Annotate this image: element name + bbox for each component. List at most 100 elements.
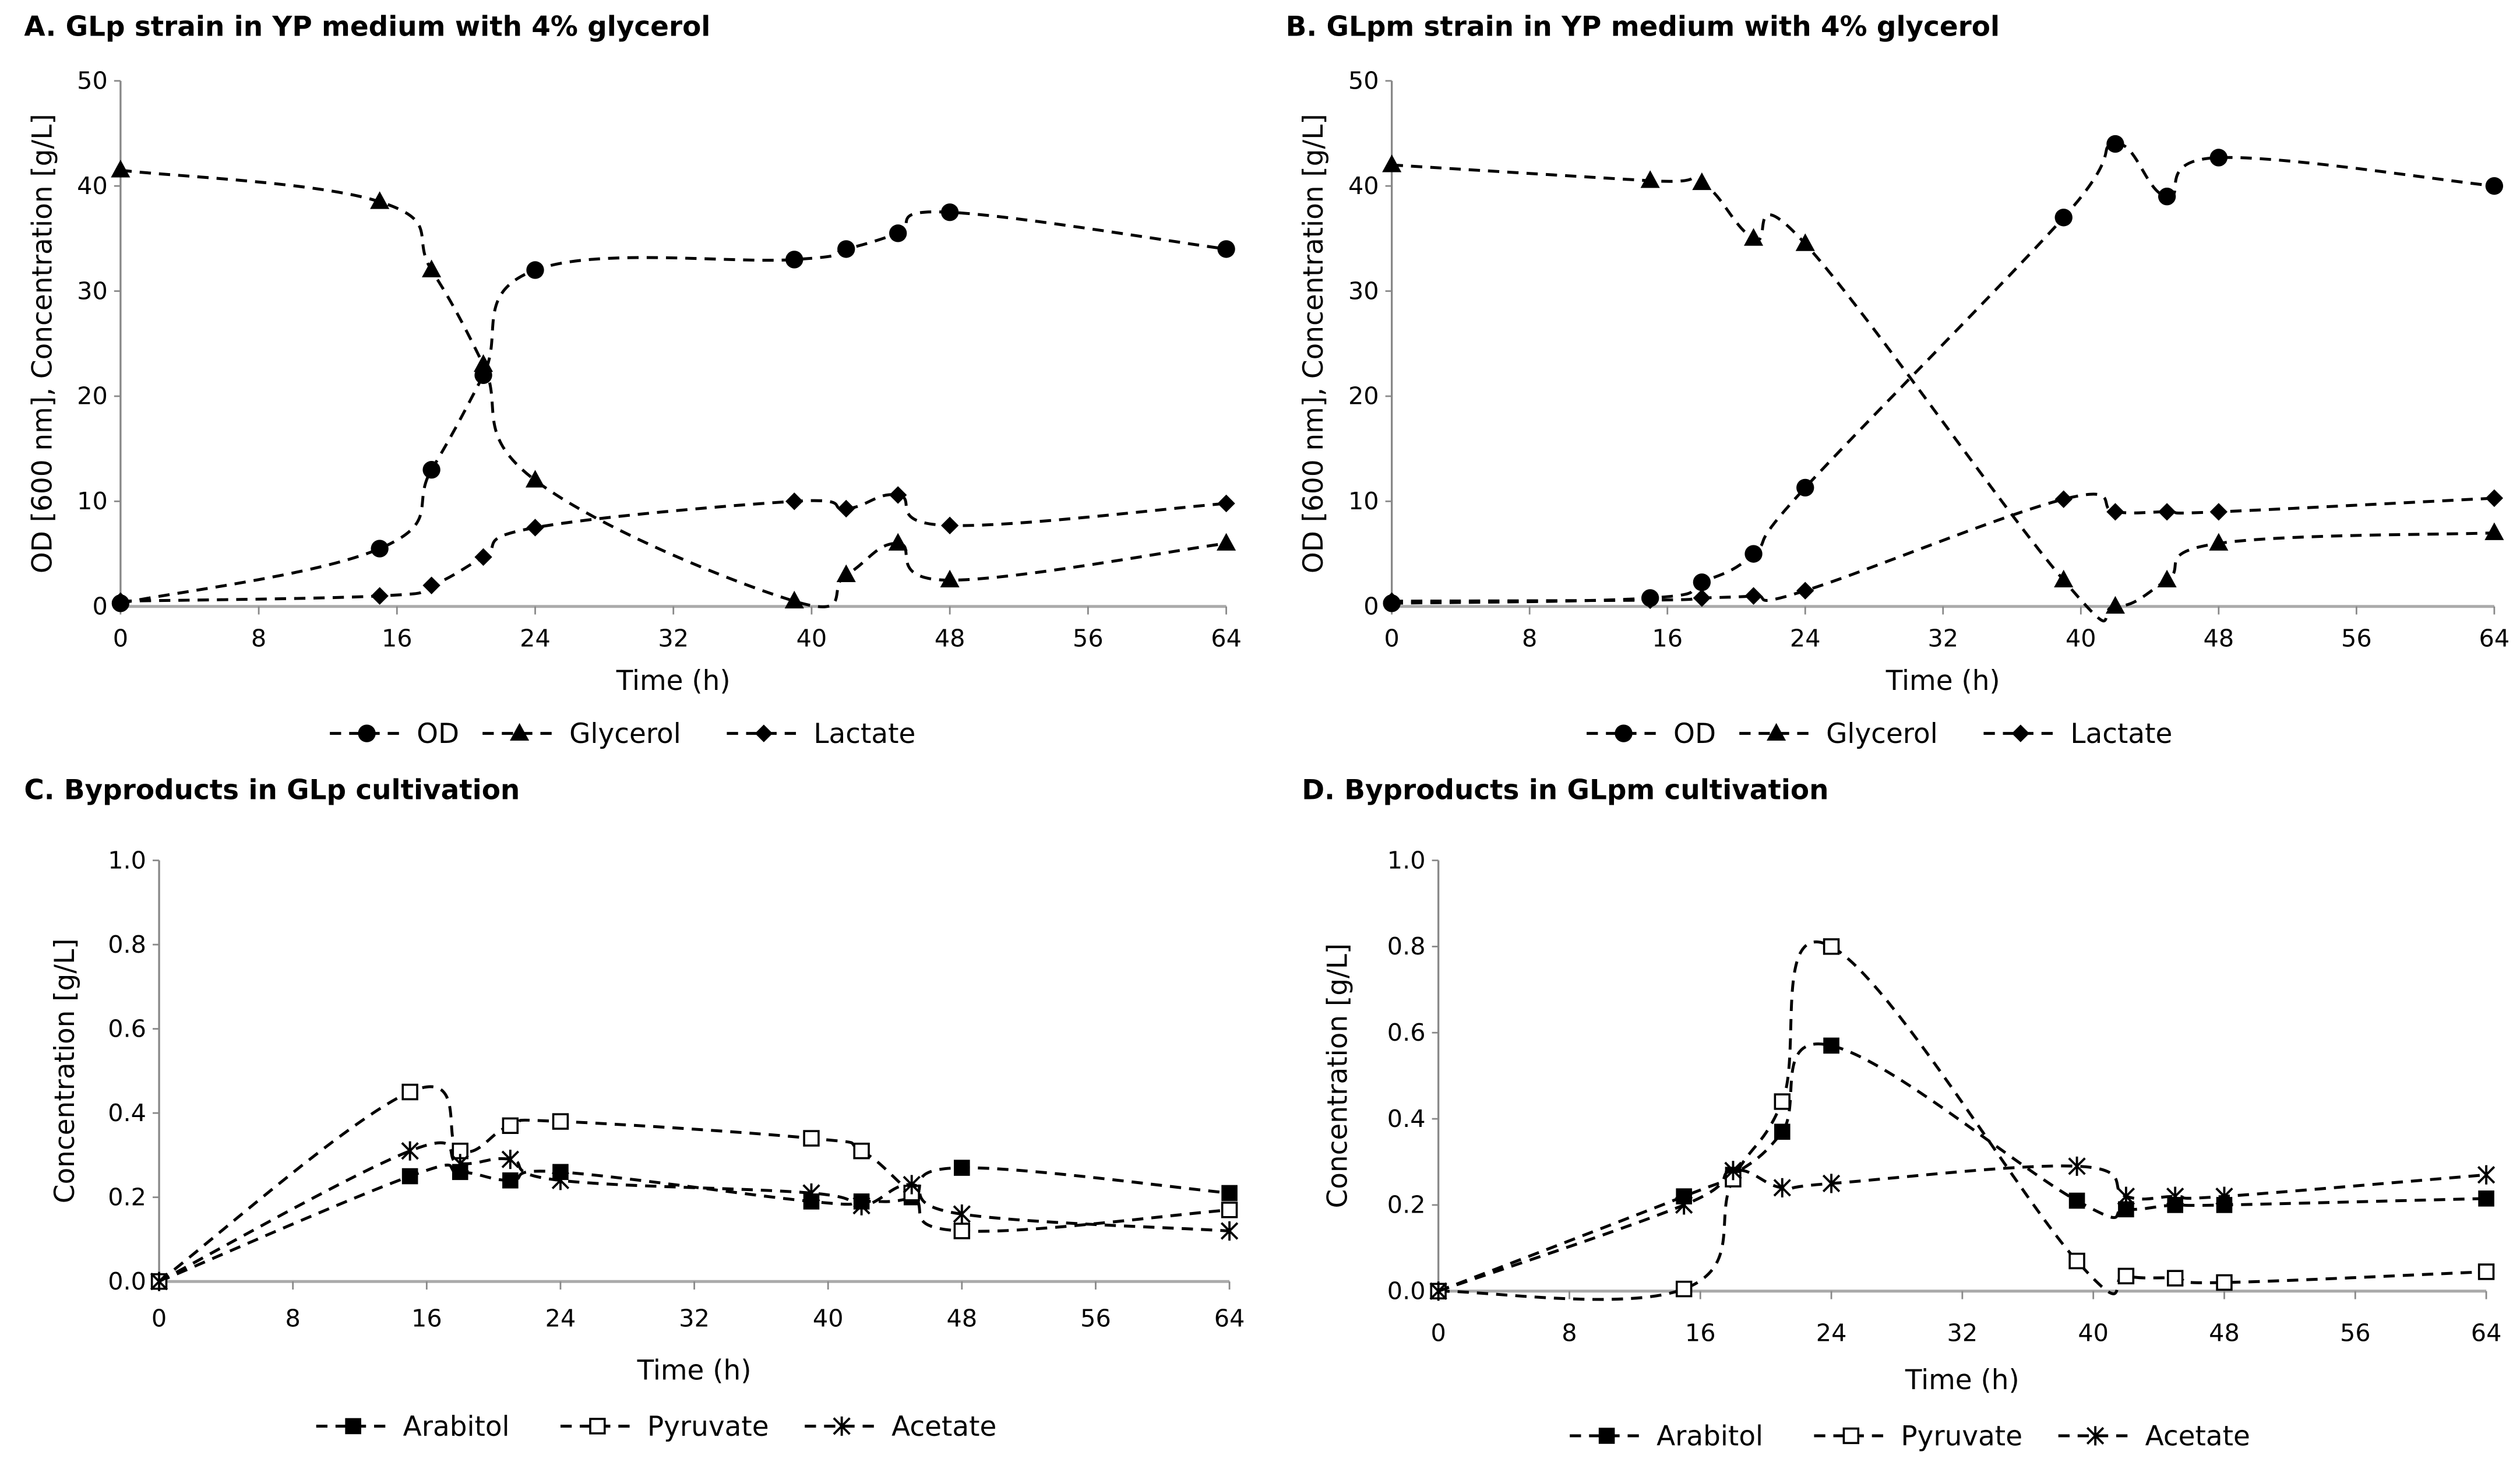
data-point [2484, 522, 2504, 540]
legend: Arabitol Pyruvate Acetate [1570, 1421, 2250, 1453]
data-point [2157, 569, 2177, 588]
data-point [1692, 172, 1712, 191]
y-axis-label: Concentration [g/L] [1321, 943, 1354, 1209]
legend-marker [358, 724, 376, 742]
data-point [422, 461, 440, 479]
data-point [111, 160, 131, 178]
series-line [1438, 940, 2487, 1301]
chart-panel-c: C. Byproducts in GLp cultivation 0.0 0.2 0.… [24, 774, 1245, 1443]
data-point [2158, 188, 2176, 206]
legend-item-lactate: Lactate [1983, 718, 2172, 750]
data-point [2209, 533, 2229, 551]
legend-label: Pyruvate [1901, 1421, 2022, 1453]
y-tick-label: 50 [77, 67, 108, 95]
x-tick-label: 64 [1211, 625, 1242, 653]
data-point [785, 492, 803, 510]
chart-panel-d: D. Byproducts in GLpm cultivation 0.0 0.2 0… [1302, 774, 2501, 1453]
data-point [940, 516, 959, 535]
x-tick-label: 16 [411, 1304, 442, 1332]
y-tick-label: 30 [1348, 277, 1379, 305]
series-line [1437, 1042, 2487, 1293]
data-point [2117, 1267, 2135, 1285]
series-line [120, 168, 1226, 608]
data-point [785, 251, 803, 269]
series-glycerol [1382, 154, 2504, 623]
data-point [371, 587, 389, 605]
chart-title: C. Byproducts in GLp cultivation [24, 774, 520, 806]
data-point [150, 1271, 168, 1291]
x-tick-label: 48 [2203, 625, 2234, 653]
data-point [1773, 1178, 1791, 1197]
chart-title: A. GLp strain in YP medium with 4% glyce… [24, 11, 710, 43]
x-tick-label: 16 [1652, 625, 1683, 653]
series-od [111, 203, 1235, 612]
data-point [903, 1175, 921, 1195]
data-point [1382, 154, 1402, 172]
data-point [2209, 149, 2228, 167]
legend-marker [1842, 1427, 1860, 1445]
x-tick-label: 16 [1685, 1319, 1716, 1347]
legend-item-arabitol: Arabitol [1570, 1421, 1763, 1453]
series-pyruvate [1430, 938, 2495, 1301]
data-point [2478, 1190, 2494, 1207]
data-point [1217, 494, 1235, 513]
y-tick-label: 0.6 [108, 1014, 146, 1042]
chart-panel-b: B. GLpm strain in YP medium with 4% glyc… [1286, 11, 2510, 751]
chart-title: D. Byproducts in GLpm cultivation [1302, 774, 1828, 806]
y-tick-label: 0.4 [108, 1099, 146, 1127]
data-point [502, 1172, 519, 1189]
data-point [2209, 503, 2228, 521]
y-axis-label: Concentration [g/L] [49, 939, 81, 1204]
legend-label: Lactate [2070, 718, 2172, 750]
x-tick-label: 16 [382, 625, 413, 653]
legend-label: Arabitol [403, 1411, 510, 1443]
legend-label: Acetate [2145, 1421, 2250, 1453]
data-point [802, 1183, 820, 1203]
data-point [422, 576, 440, 594]
x-tick-label: 48 [947, 1304, 978, 1332]
legend-marker [345, 1418, 361, 1435]
y-tick-label: 0 [92, 593, 107, 621]
data-point [451, 1154, 469, 1174]
series-line [158, 1141, 1230, 1283]
data-point [2068, 1156, 2086, 1176]
legend-label: Glycerol [1826, 718, 1938, 750]
data-point [1774, 1093, 1791, 1110]
data-point [837, 240, 855, 258]
x-tick-label: 24 [545, 1304, 576, 1332]
legend-marker [2086, 1426, 2105, 1446]
legend-marker [755, 724, 773, 742]
data-point [526, 261, 544, 279]
y-tick-label: 20 [1348, 382, 1379, 410]
x-tick-label: 32 [658, 625, 689, 653]
x-axis-label: Time (h) [637, 1354, 752, 1386]
data-point [953, 1204, 971, 1224]
x-tick-label: 24 [1816, 1319, 1847, 1347]
data-point [526, 519, 544, 537]
data-point [2054, 490, 2073, 508]
data-point [370, 191, 390, 209]
data-point [502, 1117, 519, 1135]
data-point [401, 1168, 418, 1185]
data-point [111, 592, 130, 610]
data-point [2166, 1270, 2184, 1287]
x-tick-label: 24 [520, 625, 551, 653]
x-tick-label: 64 [1214, 1304, 1245, 1332]
legend-marker [833, 1416, 851, 1436]
series-line [1391, 163, 2494, 623]
data-point [1823, 938, 1840, 955]
x-tick-label: 32 [1947, 1319, 1978, 1347]
data-point [889, 224, 907, 242]
data-point [853, 1142, 870, 1160]
data-point [1724, 1161, 1742, 1181]
legend-marker [2011, 724, 2030, 742]
data-point [2117, 1186, 2135, 1206]
data-point [1774, 1123, 1791, 1140]
legend-label: Arabitol [1656, 1421, 1763, 1453]
series-lactate [111, 486, 1235, 610]
chart-title: B. GLpm strain in YP medium with 4% glyc… [1286, 11, 2000, 43]
x-tick-label: 32 [1927, 625, 1958, 653]
series-arabitol [1430, 1037, 2494, 1299]
x-tick-label: 48 [935, 625, 965, 653]
y-tick-label: 40 [77, 172, 108, 200]
